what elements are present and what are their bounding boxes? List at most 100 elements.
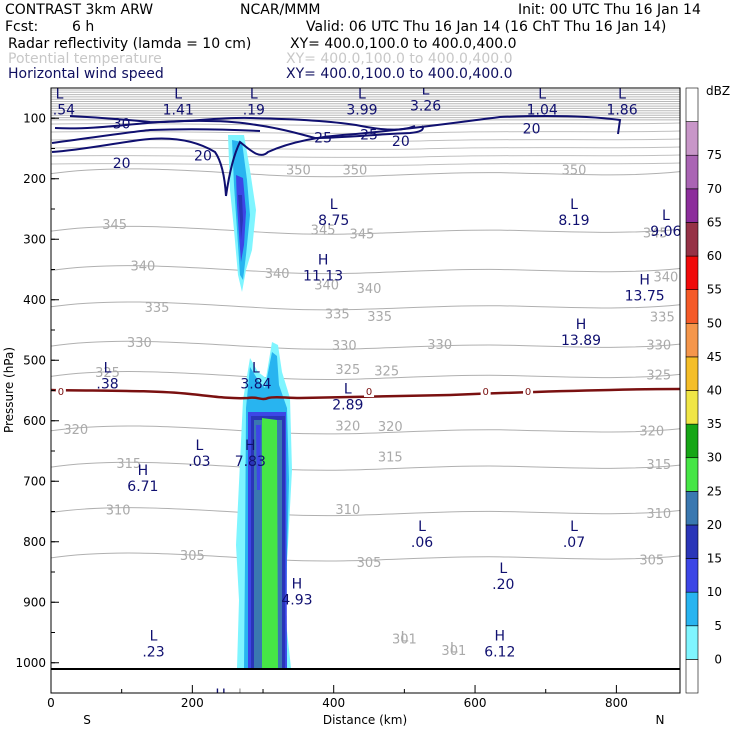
wind-speed-label: 20 — [194, 149, 212, 165]
colorbar-swatch — [685, 356, 699, 391]
y-axis-label: Pressure (hPa) — [2, 347, 16, 433]
colorbar-swatch — [685, 659, 699, 694]
theta-label: 330 — [427, 338, 452, 353]
low-marker: L — [238, 687, 246, 703]
y-tick-label: 500 — [23, 353, 46, 367]
x-tick-label: 800 — [605, 696, 628, 710]
y-tick-label: 800 — [23, 535, 46, 549]
wind-speed-label: 20 — [113, 156, 131, 172]
theta-label: 335 — [325, 308, 350, 323]
extremum-value: 6.12 — [484, 644, 515, 660]
low-marker: L — [538, 86, 546, 102]
theta-label: 310 — [106, 504, 131, 519]
freezing-label-bg — [55, 384, 66, 397]
extremum-value: .20 — [492, 577, 514, 593]
model-title: CONTRAST 3km ARW — [5, 2, 153, 18]
colorbar-label: 5 — [714, 619, 722, 633]
low-marker: L — [618, 86, 626, 102]
wind-contours — [51, 115, 622, 197]
low-marker: L — [422, 83, 430, 99]
low-marker: L — [150, 628, 158, 644]
low-marker: L — [104, 360, 112, 376]
extremum-value: 1.86 — [606, 102, 637, 118]
x-tick-label: 200 — [181, 696, 204, 710]
high-marker: H — [318, 253, 329, 269]
org-label: NCAR/MMM — [240, 2, 321, 18]
extremum-value: 11.13 — [303, 269, 343, 285]
theta-label: 345 — [102, 218, 127, 233]
theta-label: 305 — [180, 549, 205, 564]
refl-lower-30 — [262, 418, 278, 668]
isentrope-330 — [51, 340, 680, 350]
extremum-value: 3.26 — [410, 99, 441, 115]
upper-isentrope — [51, 109, 680, 112]
theta-label: 325 — [335, 363, 360, 378]
wind-20-contour-top — [51, 128, 261, 144]
extremum-value: .06 — [411, 535, 433, 551]
theta-label: 305 — [357, 556, 382, 571]
x-tick-label: 400 — [322, 696, 345, 710]
colorbar-swatch — [685, 322, 699, 358]
colorbar-title: dBZ — [706, 84, 730, 98]
colorbar-label: 40 — [707, 384, 722, 398]
extremum-value: 2.89 — [332, 398, 363, 414]
upper-isentrope — [51, 89, 680, 91]
colorbar-label: 75 — [707, 148, 722, 162]
isentrope-340 — [51, 265, 680, 275]
high-marker: H — [138, 463, 149, 479]
theta-label: 330 — [332, 339, 357, 354]
colorbar-swatch — [685, 188, 699, 223]
colorbar-label: 25 — [707, 484, 722, 498]
theta-label: 345 — [643, 226, 668, 241]
colorbar-swatch — [685, 423, 699, 459]
theta-label: 335 — [145, 301, 170, 316]
low-marker: L — [570, 197, 578, 213]
y-tick-label: 900 — [23, 595, 46, 609]
colorbar-swatch — [685, 255, 699, 290]
x-end-label-right: N — [656, 713, 665, 727]
colorbar-label: 15 — [707, 552, 722, 566]
extremum-value: 5.54 — [44, 102, 75, 118]
upper-isentrope — [51, 103, 680, 105]
refl-upper-20 — [238, 195, 243, 240]
y-tick-label: 1000 — [15, 656, 46, 670]
extremum-value: 3.84 — [240, 376, 271, 392]
wind-25-contour — [54, 119, 424, 140]
extremum-value: 8.19 — [558, 213, 589, 229]
upper-isentrope — [51, 114, 680, 117]
reflectivity-upper-plume — [228, 135, 256, 292]
valid-time: Valid: 06 UTC Thu 16 Jan 14 (16 ChT Thu … — [306, 19, 666, 35]
upper-isentropes — [51, 89, 680, 166]
theta-label: 315 — [378, 450, 403, 465]
extremum-value: 13.75 — [625, 289, 665, 305]
colorbar-label: 50 — [707, 316, 722, 330]
extremum-value: 9.06 — [650, 224, 681, 240]
plot-area: 350 350 350 345 345 345 345 340 340 340 340 340 335 3… — [44, 83, 681, 703]
colorbar-swatch — [685, 121, 699, 156]
high-marker: H — [215, 687, 226, 703]
low-marker: L — [250, 86, 258, 102]
colorbar-label: 45 — [707, 350, 722, 364]
y-tick-label: 300 — [23, 232, 46, 246]
freezing-level-label: 0 — [482, 387, 488, 398]
theta-label: 305 — [639, 554, 664, 569]
low-marker: L — [344, 382, 352, 398]
theta-label: 320 — [335, 419, 360, 434]
field-wind-name: Horizontal wind speed — [8, 66, 164, 82]
theta-label: 330 — [127, 336, 152, 351]
freezing-label-bg — [364, 384, 375, 397]
colorbar-swatch — [685, 558, 699, 593]
field-radar-name: Radar reflectivity (lamda = 10 cm) — [8, 36, 251, 52]
theta-label: 340 — [130, 260, 155, 275]
high-marker: H — [576, 317, 587, 333]
low-marker: L — [330, 197, 338, 213]
upper-isentrope — [51, 116, 680, 119]
high-marker: H — [292, 576, 303, 592]
theta-label: 310 — [646, 507, 671, 522]
freezing-label-bg — [523, 384, 534, 397]
extremum-value: 6.71 — [127, 479, 158, 495]
theta-label: 330 — [646, 338, 671, 353]
theta-label: 350 — [562, 164, 587, 179]
theta-label: 325 — [374, 364, 399, 379]
